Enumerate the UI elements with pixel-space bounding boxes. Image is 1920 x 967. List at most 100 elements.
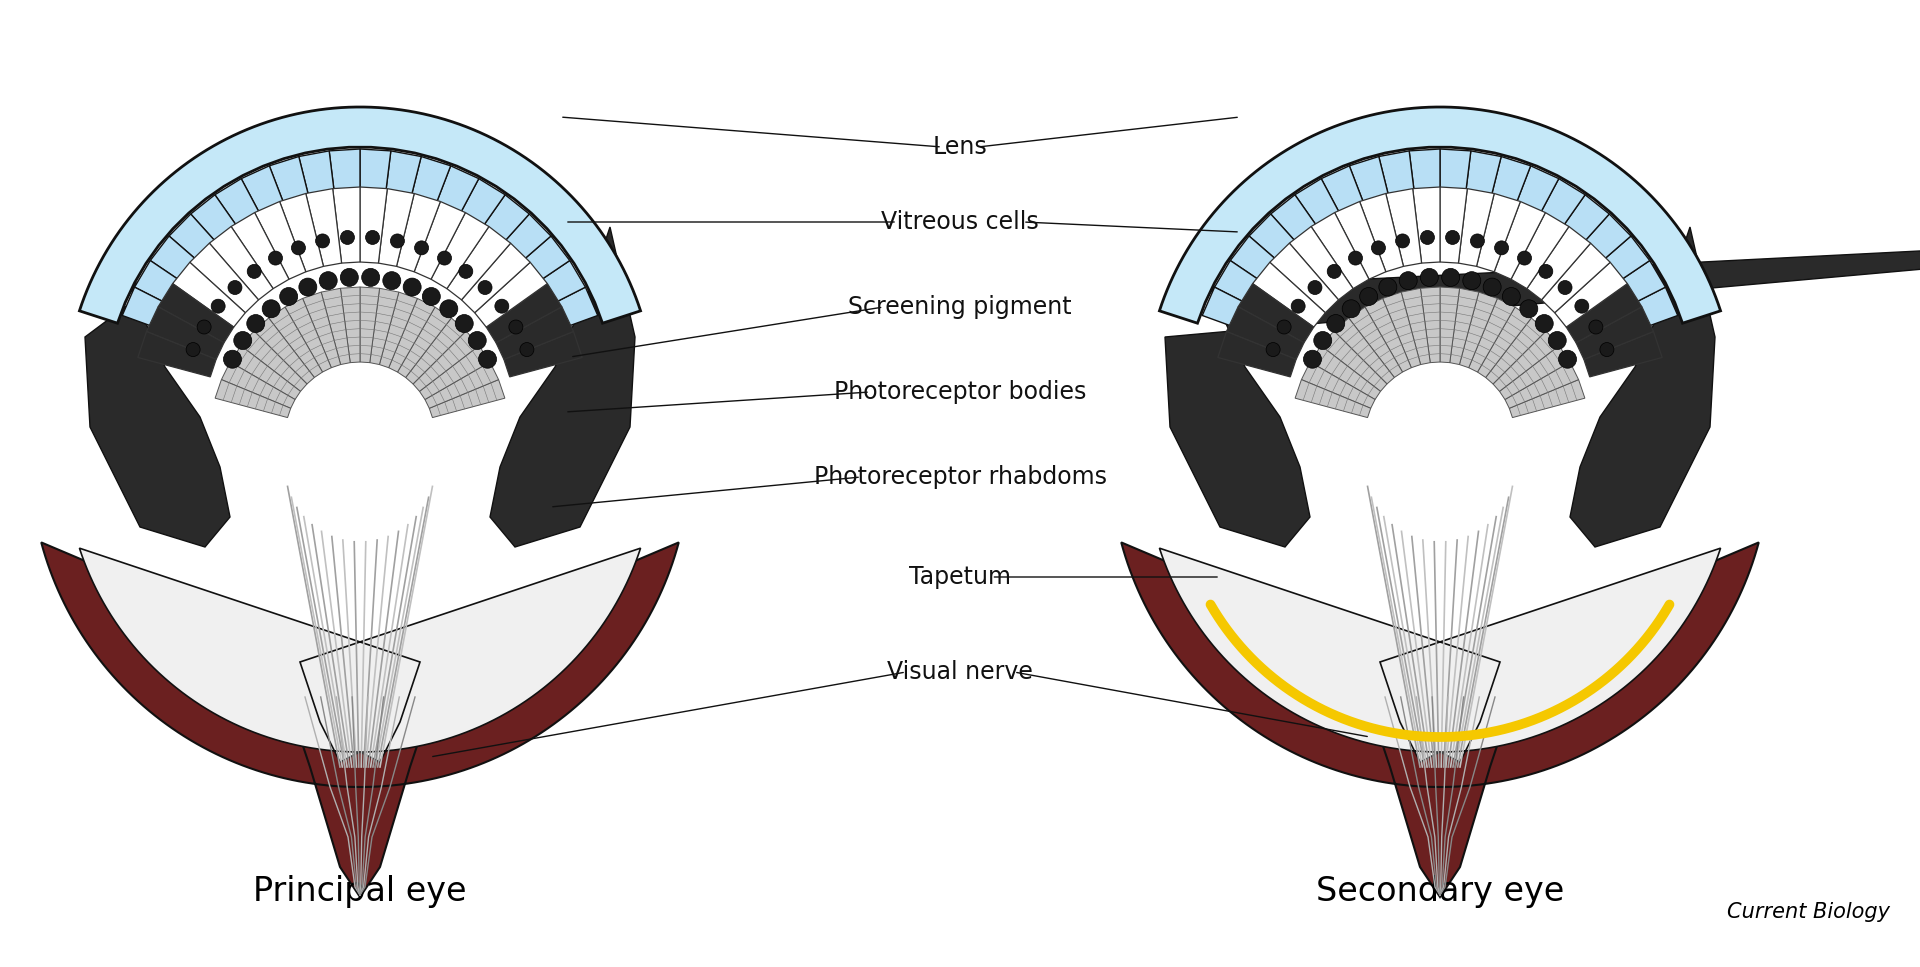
Polygon shape — [430, 213, 490, 288]
Polygon shape — [397, 308, 451, 377]
Polygon shape — [1402, 288, 1430, 365]
Circle shape — [280, 287, 298, 306]
Polygon shape — [269, 157, 313, 220]
Circle shape — [269, 251, 282, 265]
Polygon shape — [486, 283, 563, 342]
Circle shape — [1348, 251, 1363, 265]
Polygon shape — [1290, 226, 1354, 300]
Polygon shape — [84, 227, 232, 547]
Polygon shape — [169, 214, 230, 274]
Circle shape — [478, 280, 492, 295]
Polygon shape — [1294, 179, 1348, 243]
Circle shape — [1442, 269, 1459, 286]
Polygon shape — [280, 193, 323, 272]
Circle shape — [382, 272, 401, 290]
Circle shape — [478, 350, 497, 368]
Polygon shape — [405, 318, 467, 384]
Polygon shape — [447, 226, 511, 300]
Polygon shape — [40, 542, 680, 897]
Polygon shape — [1350, 157, 1392, 220]
Polygon shape — [474, 262, 547, 327]
Polygon shape — [424, 362, 499, 408]
Polygon shape — [397, 193, 440, 272]
Polygon shape — [1488, 157, 1530, 220]
Polygon shape — [1511, 213, 1569, 288]
Polygon shape — [1478, 308, 1532, 377]
Circle shape — [1371, 241, 1386, 255]
Circle shape — [1304, 350, 1321, 368]
Text: Photoreceptor rhabdoms: Photoreceptor rhabdoms — [814, 465, 1106, 489]
Polygon shape — [1386, 189, 1421, 266]
Polygon shape — [1440, 287, 1459, 363]
Circle shape — [468, 332, 486, 349]
Polygon shape — [361, 149, 392, 209]
Polygon shape — [1486, 318, 1546, 384]
Polygon shape — [328, 149, 361, 209]
Circle shape — [495, 299, 509, 313]
Circle shape — [1359, 287, 1379, 306]
Polygon shape — [1509, 165, 1559, 230]
Polygon shape — [305, 189, 342, 266]
Polygon shape — [1379, 151, 1417, 213]
Circle shape — [1327, 264, 1342, 278]
Polygon shape — [1296, 380, 1371, 418]
Circle shape — [1574, 299, 1590, 313]
Polygon shape — [332, 187, 361, 263]
Polygon shape — [1571, 227, 1715, 547]
Polygon shape — [1409, 149, 1440, 209]
Circle shape — [319, 272, 338, 290]
Circle shape — [440, 300, 457, 318]
Polygon shape — [407, 157, 451, 220]
Polygon shape — [340, 287, 361, 363]
Circle shape — [1313, 332, 1332, 349]
Circle shape — [1521, 300, 1538, 318]
Polygon shape — [215, 179, 269, 243]
Polygon shape — [415, 201, 465, 279]
Circle shape — [292, 241, 305, 255]
Polygon shape — [138, 332, 217, 377]
Polygon shape — [1500, 345, 1571, 399]
Text: Principal eye: Principal eye — [253, 875, 467, 909]
Polygon shape — [1459, 189, 1494, 266]
Circle shape — [1265, 342, 1281, 357]
Circle shape — [361, 269, 380, 286]
Polygon shape — [1160, 107, 1720, 323]
Polygon shape — [1440, 149, 1471, 209]
Polygon shape — [1217, 332, 1296, 377]
Polygon shape — [123, 287, 186, 336]
Polygon shape — [1551, 194, 1609, 257]
Polygon shape — [1584, 332, 1663, 377]
Polygon shape — [1348, 308, 1402, 377]
Polygon shape — [1365, 299, 1411, 372]
Polygon shape — [1469, 299, 1515, 372]
Polygon shape — [1215, 260, 1279, 313]
Circle shape — [248, 264, 261, 278]
Polygon shape — [1311, 213, 1369, 288]
Circle shape — [520, 342, 534, 357]
Circle shape — [340, 269, 359, 286]
Circle shape — [509, 320, 522, 334]
Polygon shape — [1413, 187, 1440, 263]
Polygon shape — [507, 236, 570, 293]
Circle shape — [403, 278, 420, 296]
Circle shape — [1446, 230, 1459, 245]
Polygon shape — [215, 380, 290, 418]
Polygon shape — [255, 201, 305, 279]
Polygon shape — [388, 299, 436, 372]
Circle shape — [186, 342, 200, 357]
Text: Visual nerve: Visual nerve — [887, 660, 1033, 684]
Polygon shape — [269, 308, 323, 377]
Polygon shape — [490, 227, 636, 547]
Polygon shape — [1463, 151, 1501, 213]
Circle shape — [1590, 320, 1603, 334]
Circle shape — [211, 299, 225, 313]
Circle shape — [1421, 269, 1438, 286]
Polygon shape — [1494, 201, 1546, 279]
Polygon shape — [1165, 227, 1920, 547]
Polygon shape — [230, 345, 301, 399]
Polygon shape — [1505, 362, 1578, 408]
Polygon shape — [146, 307, 225, 360]
Circle shape — [1400, 272, 1417, 290]
Polygon shape — [461, 243, 530, 312]
Circle shape — [1290, 299, 1306, 313]
